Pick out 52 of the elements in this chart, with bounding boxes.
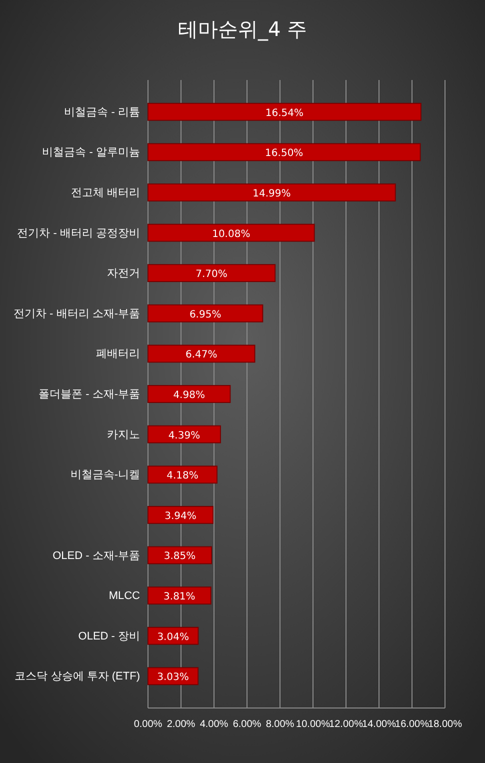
y-tick-label: MLCC: [108, 590, 140, 602]
data-label: 3.85%: [164, 551, 196, 562]
y-tick-label: 코스닥 상승에 투자 (ETF): [14, 670, 140, 683]
chart-title: 테마순위_4 주: [178, 17, 308, 41]
y-tick-label: 자전거: [107, 268, 140, 280]
x-tick-label: 14.00%: [362, 719, 396, 730]
x-tick-label: 2.00%: [166, 719, 196, 730]
data-label: 14.99%: [252, 188, 291, 200]
y-tick-label: 폴더블폰 - 소재-부품: [38, 388, 140, 401]
data-label: 6.47%: [185, 350, 218, 361]
y-tick-label: 비철금속 - 리튬: [64, 106, 140, 118]
bar: [148, 264, 276, 282]
bar: [148, 143, 421, 162]
bar: [148, 586, 212, 605]
bar: [148, 344, 256, 363]
data-label: 10.08%: [212, 228, 250, 240]
y-tick-label: 카지노: [107, 428, 140, 441]
x-tick-label: 6.00%: [232, 719, 262, 730]
x-tick-label: 10.00%: [296, 719, 330, 730]
x-tick-label: 16.00%: [395, 719, 430, 730]
bar: [148, 466, 218, 484]
data-label: 4.39%: [168, 430, 200, 442]
bar: [148, 506, 214, 524]
data-label: 3.81%: [164, 592, 196, 603]
bar: [148, 183, 396, 202]
data-label: 16.50%: [265, 148, 304, 160]
y-tick-label: OLED - 장비: [78, 630, 140, 642]
data-label: 3.04%: [157, 632, 189, 643]
y-tick-label: 비철금속-니켈: [70, 469, 140, 482]
x-tick-label: 8.00%: [266, 719, 294, 730]
y-tick-label: 전기차 - 배터리 공정장비: [17, 227, 140, 240]
y-tick-label: 전고체 배터리: [70, 186, 140, 199]
y-tick-label: 폐배터리: [96, 348, 140, 360]
data-label: 6.95%: [189, 309, 222, 320]
data-label: 16.54%: [265, 108, 304, 119]
bar: [148, 425, 221, 444]
y-tick-label: 비철금속 - 알루미늄: [42, 146, 140, 159]
x-tick-label: 0.00%: [134, 719, 162, 730]
bar: [148, 385, 231, 403]
y-tick-label: OLED - 소재-부품: [52, 550, 140, 562]
x-tick-label: 12.00%: [329, 719, 364, 730]
bar: [148, 102, 422, 121]
bar: [148, 224, 315, 242]
data-label: 3.94%: [164, 510, 196, 522]
data-label: 7.70%: [196, 269, 228, 280]
data-label: 3.03%: [157, 672, 189, 684]
data-label: 4.18%: [166, 470, 198, 482]
x-tick-label: 4.00%: [200, 719, 228, 730]
data-label: 4.98%: [173, 390, 205, 401]
x-tick-label: 18.00%: [428, 719, 462, 730]
y-tick-label: 전기차 - 배터리 소재-부품: [14, 308, 140, 320]
bar: [148, 304, 264, 322]
